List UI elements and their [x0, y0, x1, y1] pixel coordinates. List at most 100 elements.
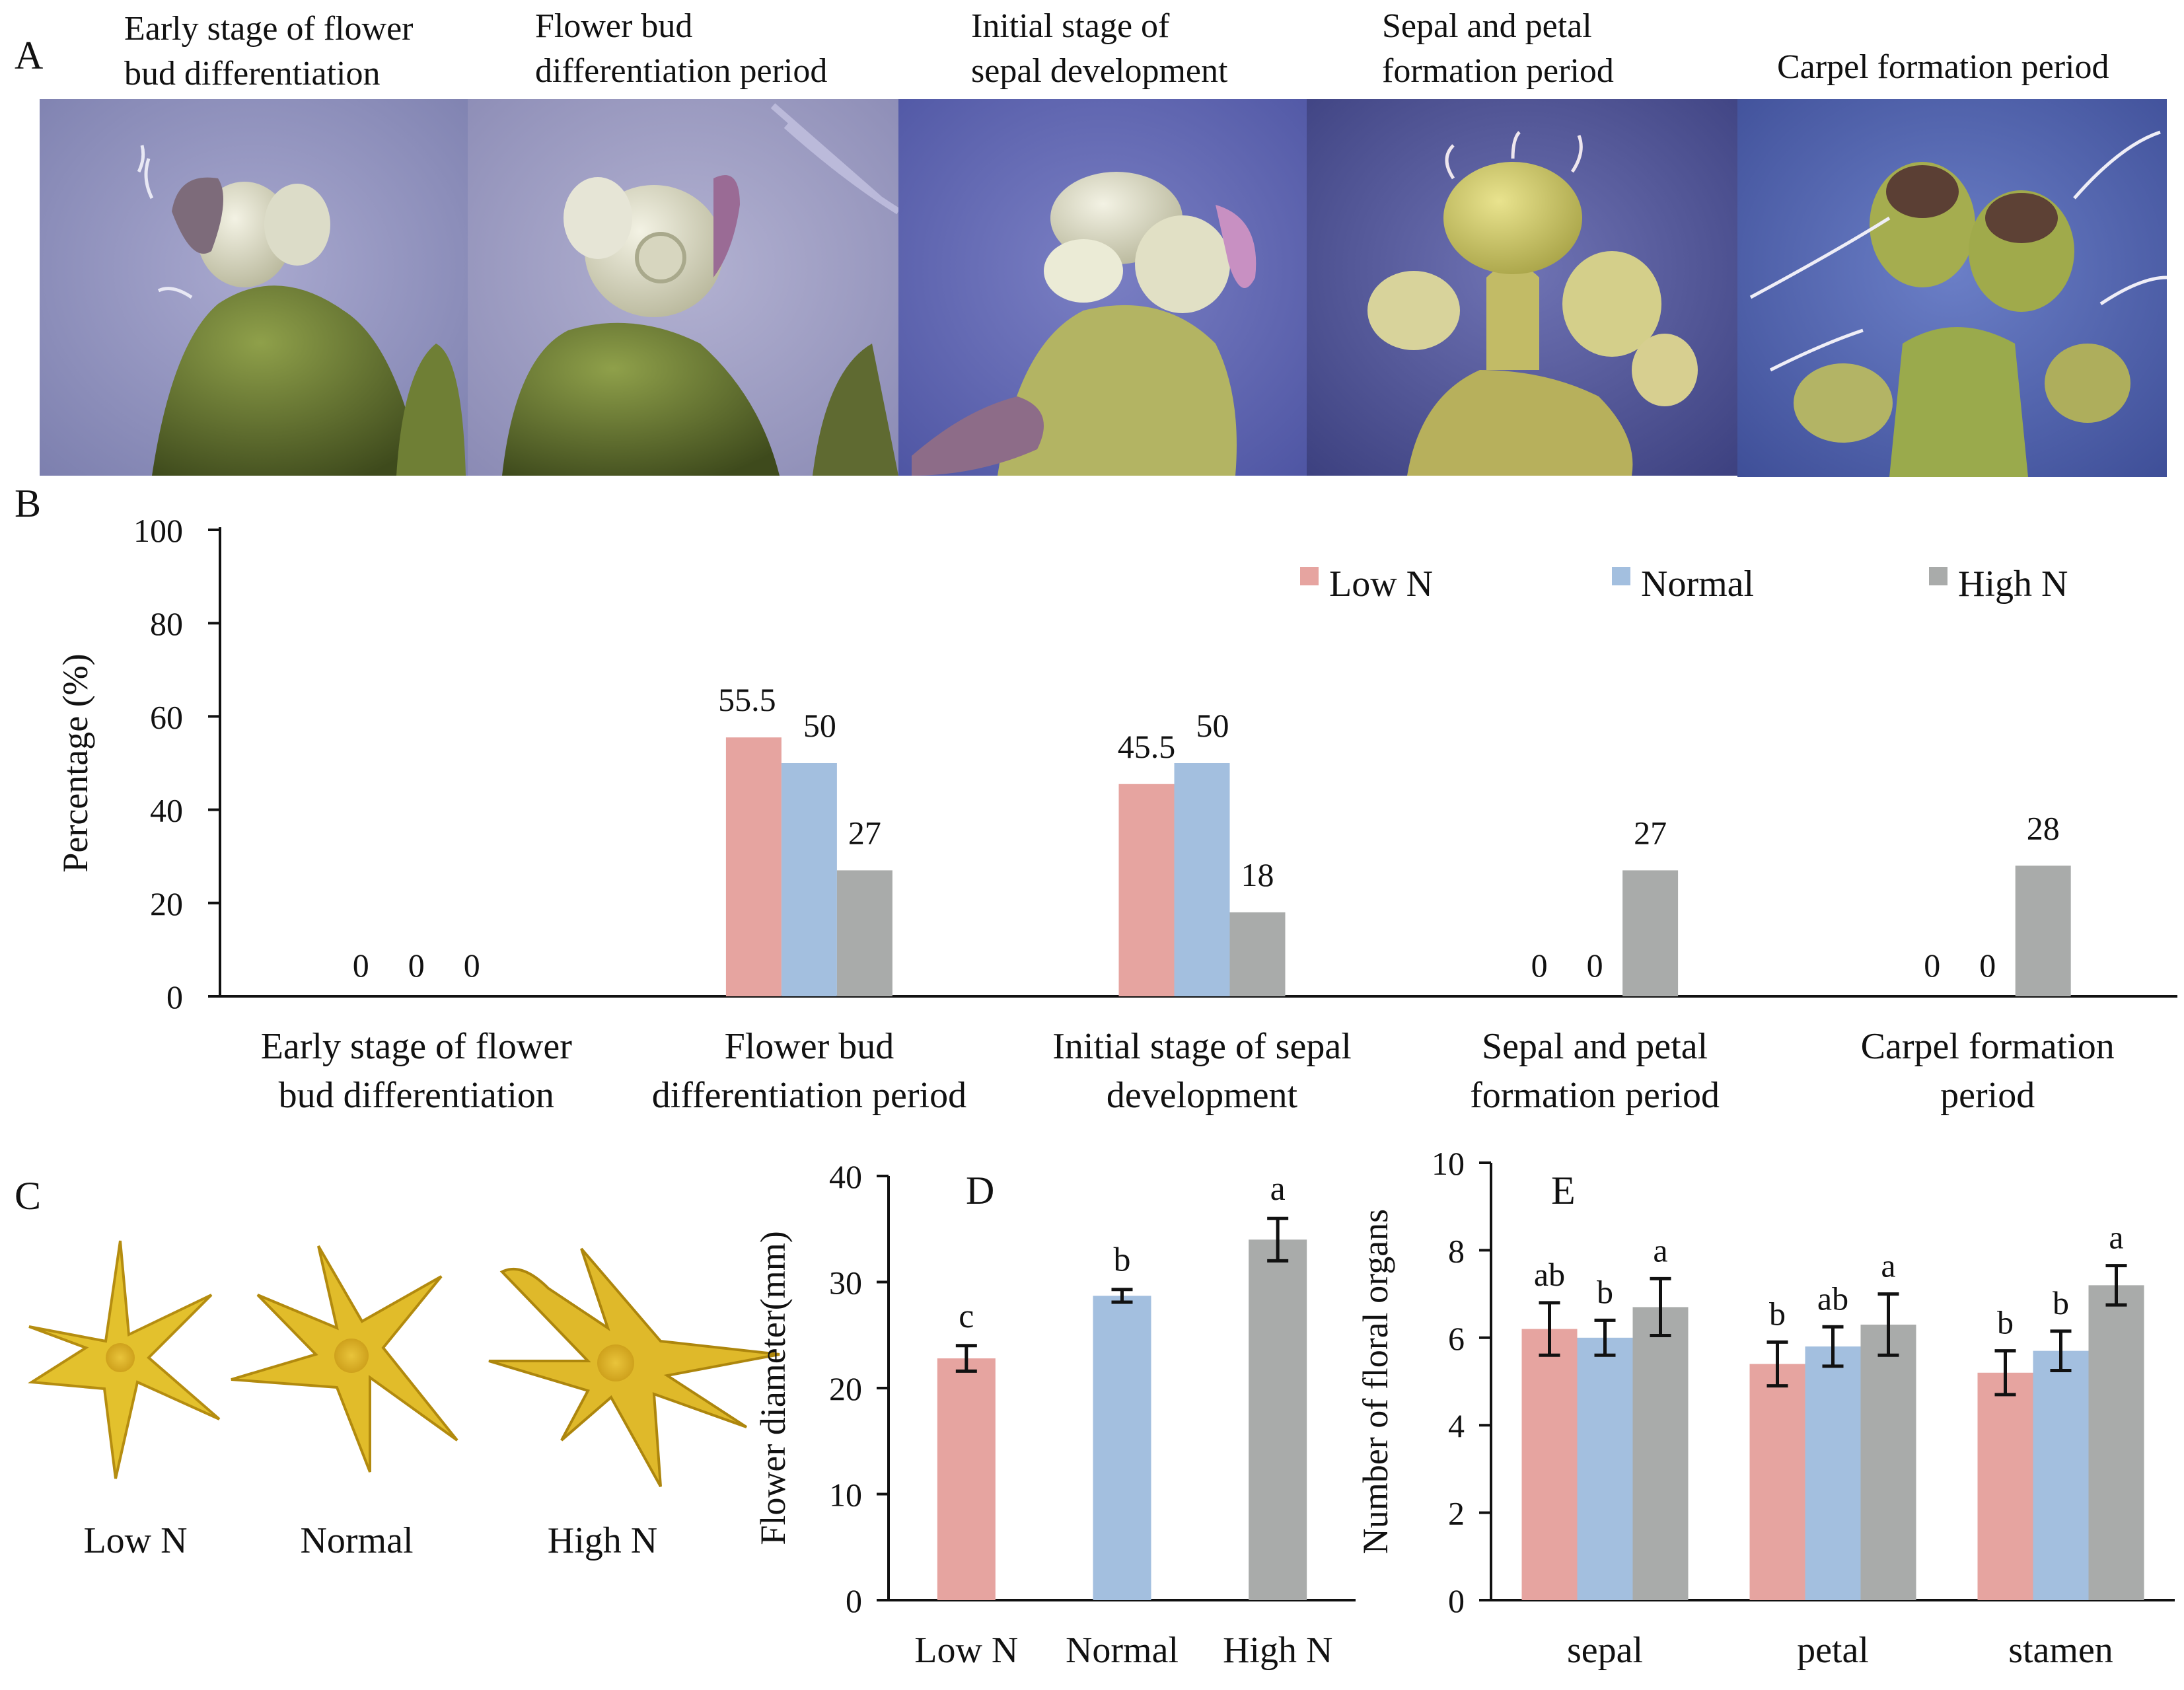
chart-e-bar: [2033, 1350, 2089, 1600]
chart-e-y-tick-label: 0: [1448, 1582, 1465, 1619]
chart-e-significance-label: b: [2053, 1284, 2069, 1321]
caption-3-line-1: Initial stage of: [971, 7, 1170, 45]
chart-e-significance-label: a: [1881, 1247, 1895, 1284]
chart-b-y-tick-label: 40: [150, 792, 183, 829]
chart-b-legend-label: Normal: [1641, 564, 1754, 605]
panel-letter-c: C: [15, 1174, 41, 1218]
chart-b-stage-percentage: 0 20 40 60 80 100 Percentage (%) 0 0 0 Early stage…: [55, 512, 2177, 1116]
chart-b-bar: [1229, 912, 1286, 996]
chart-d-bar: [937, 1358, 996, 1600]
chart-b-legend-label: Low N: [1329, 564, 1433, 605]
chart-d-x-tick-label: High N: [1223, 1630, 1332, 1671]
chart-e-bar: [1749, 1364, 1805, 1600]
chart-e-significance-label: ab: [1817, 1280, 1848, 1317]
flower-photo-low-n: [27, 1240, 221, 1479]
flower-label-high-n: High N: [548, 1520, 657, 1561]
chart-e-bar: [1805, 1346, 1861, 1600]
chart-e-y-tick-label: 6: [1448, 1320, 1465, 1357]
chart-e-y-tick-label: 4: [1448, 1407, 1465, 1444]
caption-1-line-2: bud differentiation: [124, 55, 381, 92]
chart-d-significance-label: c: [959, 1298, 974, 1335]
chart-b-data-label: 50: [1196, 707, 1229, 744]
chart-b-x-tick-label: development: [1107, 1075, 1298, 1116]
chart-d-y-tick-label: 20: [829, 1370, 862, 1407]
chart-d-flower-diameter: 0 10 20 30 40 Flower diameter(mm) Dc Low N b Norm…: [753, 1158, 1356, 1671]
chart-e-y-tick-label: 8: [1448, 1232, 1465, 1269]
caption-1-line-1: Early stage of flower: [124, 10, 413, 48]
chart-b-y-tick-label: 100: [133, 512, 183, 549]
flower-photo-normal: [231, 1245, 458, 1473]
chart-b-bar: [781, 763, 837, 996]
chart-d-x-tick-label: Normal: [1066, 1630, 1179, 1671]
chart-b-data-label: 0: [1979, 947, 1996, 984]
chart-e-x-tick-label: petal: [1797, 1630, 1869, 1671]
micrograph-flower-bud: [468, 99, 900, 476]
panel-a-captions: Early stage of flower bud differentiatio…: [124, 7, 2109, 92]
chart-b-x-tick-label: Carpel formation: [1861, 1026, 2115, 1067]
chart-d-y-tick-label: 30: [829, 1265, 862, 1302]
flower-photo-high-n: [488, 1247, 780, 1487]
chart-b-x-tick-label: Initial stage of sepal: [1052, 1026, 1352, 1067]
chart-e-significance-label: b: [1997, 1304, 2014, 1341]
chart-b-data-label: 27: [1634, 814, 1667, 851]
chart-e-y-axis-label: Number of floral organs: [1356, 1209, 1395, 1554]
chart-e-bar: [1521, 1329, 1578, 1600]
chart-d-bar: [1249, 1239, 1307, 1600]
chart-e-x-tick-label: stamen: [2008, 1630, 2113, 1671]
chart-b-x-tick-label: Flower bud: [725, 1026, 894, 1067]
flower-label-low-n: Low N: [83, 1520, 187, 1561]
chart-e-y-tick-label: 2: [1448, 1495, 1465, 1532]
caption-2-line-2: differentiation period: [535, 52, 827, 90]
panel-letter-a: A: [15, 34, 43, 77]
chart-b-legend-swatch: [1300, 567, 1319, 585]
chart-b-y-axis-label: Percentage (%): [55, 653, 95, 872]
chart-b-y-tick-label: 60: [150, 698, 183, 735]
chart-b-data-label: 50: [803, 707, 836, 744]
chart-e-bar: [1860, 1324, 1916, 1600]
caption-2-line-1: Flower bud: [535, 7, 692, 45]
chart-e-significance-label: ab: [1534, 1256, 1565, 1293]
micrograph-carpel-formation: [1737, 99, 2167, 477]
chart-b-x-tick-label: period: [1940, 1075, 2035, 1116]
panel-letter-d: D: [966, 1169, 994, 1212]
chart-b-data-label: 0: [1924, 947, 1940, 984]
chart-e-bar: [1977, 1372, 2033, 1600]
chart-e-significance-label: a: [2109, 1219, 2123, 1256]
chart-b-data-label: 55.5: [718, 681, 776, 718]
micrograph-sepal-petal-formation: [1307, 99, 1737, 476]
panel-letter-e: E: [1551, 1169, 1576, 1212]
chart-b-x-tick-label: Early stage of flower: [261, 1026, 572, 1067]
chart-b-bar: [725, 737, 782, 996]
chart-b-bar: [2015, 865, 2071, 996]
chart-b-data-label: 18: [1241, 856, 1274, 893]
chart-e-x-tick-label: sepal: [1567, 1630, 1643, 1671]
caption-3-line-2: sepal development: [971, 52, 1228, 90]
chart-b-y-tick-label: 80: [150, 605, 183, 642]
chart-b-y-tick-label: 20: [150, 885, 183, 922]
chart-b-data-label: 0: [353, 947, 369, 984]
chart-b-x-tick-label: differentiation period: [652, 1075, 966, 1116]
chart-b-bar: [1118, 784, 1175, 996]
chart-d-significance-label: b: [1114, 1241, 1131, 1279]
chart-d-x-tick-label: Low N: [914, 1630, 1018, 1671]
chart-e-bar: [1632, 1307, 1689, 1600]
chart-b-data-label: 45.5: [1118, 728, 1176, 765]
micrograph-early-stage: [40, 99, 468, 476]
chart-b-data-label: 28: [2027, 809, 2060, 846]
chart-e-bar: [1577, 1337, 1633, 1600]
chart-b-data-label: 0: [408, 947, 425, 984]
chart-e-bar: [2088, 1285, 2144, 1600]
chart-b-x-tick-label: Sepal and petal: [1482, 1026, 1708, 1067]
chart-e-significance-label: a: [1653, 1231, 1667, 1268]
chart-b-data-label: 27: [848, 814, 881, 851]
chart-b-legend-swatch: [1929, 567, 1947, 585]
chart-b-bar: [1622, 870, 1679, 996]
chart-b-data-label: 0: [1587, 947, 1603, 984]
caption-4-line-1: Sepal and petal: [1382, 7, 1592, 45]
chart-b-x-tick-label: bud differentiation: [279, 1075, 554, 1116]
chart-b-bar: [836, 870, 892, 996]
flower-label-normal: Normal: [300, 1520, 413, 1561]
chart-b-y-tick-label: 0: [166, 978, 183, 1015]
chart-b-data-label: 0: [1531, 947, 1548, 984]
chart-e-significance-label: b: [1769, 1295, 1786, 1332]
